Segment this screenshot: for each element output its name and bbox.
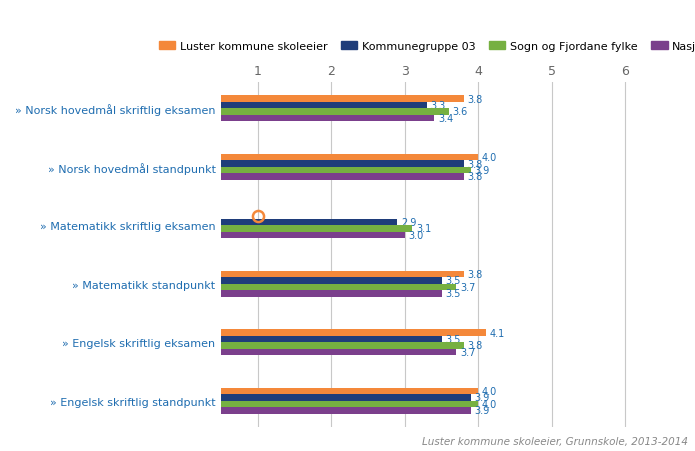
Text: 3.0: 3.0 [409, 230, 424, 240]
Text: 3.5: 3.5 [445, 276, 461, 286]
Bar [184, 155, 478, 161]
Bar [184, 102, 427, 109]
Bar [184, 407, 471, 414]
Bar [184, 219, 398, 226]
Text: 3.3: 3.3 [430, 101, 445, 111]
Bar [184, 161, 464, 167]
Bar [184, 115, 434, 122]
Text: 3.1: 3.1 [416, 224, 431, 234]
Text: 3.8: 3.8 [467, 269, 482, 280]
Bar [184, 290, 441, 297]
Bar [184, 284, 456, 290]
Text: 4.0: 4.0 [482, 153, 497, 163]
Bar [184, 388, 478, 394]
Bar [184, 271, 464, 278]
Bar [184, 342, 464, 349]
Text: 3.8: 3.8 [467, 94, 482, 104]
Text: 3.6: 3.6 [452, 107, 468, 117]
Bar [184, 232, 404, 239]
Text: 3.8: 3.8 [467, 159, 482, 169]
Text: 4.0: 4.0 [482, 399, 497, 409]
Bar [184, 330, 486, 336]
Legend: Luster kommune skoleeier, Kommunegruppe 03, Sogn og Fjordane fylke, Nasjonalt: Luster kommune skoleeier, Kommunegruppe … [154, 38, 695, 56]
Text: 3.4: 3.4 [438, 114, 453, 124]
Text: 3.9: 3.9 [475, 405, 490, 415]
Bar [184, 278, 441, 284]
Text: 3.5: 3.5 [445, 289, 461, 299]
Bar [184, 167, 471, 174]
Text: 3.8: 3.8 [467, 341, 482, 350]
Text: 3.9: 3.9 [475, 166, 490, 175]
Text: 3.8: 3.8 [467, 172, 482, 182]
Text: 3.7: 3.7 [460, 282, 475, 292]
Bar [184, 394, 471, 401]
Text: Luster kommune skoleeier, Grunnskole, 2013-2014: Luster kommune skoleeier, Grunnskole, 20… [422, 437, 688, 446]
Text: 4.1: 4.1 [489, 328, 505, 338]
Bar [184, 96, 464, 102]
Bar [184, 336, 441, 342]
Bar [184, 226, 412, 232]
Text: 2.9: 2.9 [401, 217, 416, 227]
Text: 3.5: 3.5 [445, 334, 461, 344]
Text: 4.0: 4.0 [482, 386, 497, 396]
Text: 3.7: 3.7 [460, 347, 475, 357]
Text: 3.9: 3.9 [475, 392, 490, 403]
Bar [184, 109, 449, 115]
Bar [184, 174, 464, 180]
Bar [184, 349, 456, 355]
Bar [184, 401, 478, 407]
